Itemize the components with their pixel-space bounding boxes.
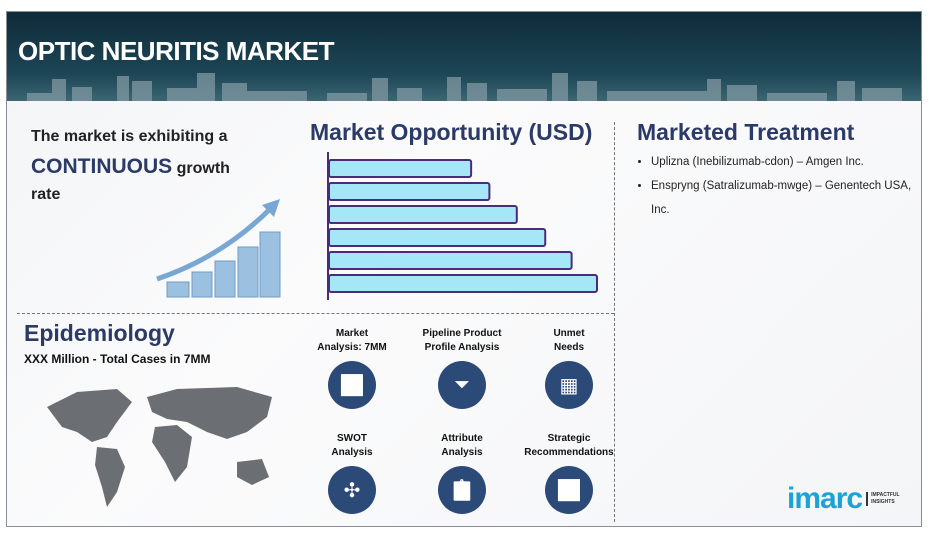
growth-chart-icon: [156, 199, 281, 298]
bar: [328, 182, 491, 201]
logo-text: imarc: [787, 482, 863, 515]
analysis-label: Attribute Analysis: [441, 433, 483, 458]
divider-horizontal: [17, 313, 614, 314]
analysis-label: Strategic Recommendations: [524, 433, 614, 458]
bar: [328, 251, 573, 270]
imarc-logo: imarc IMPACTFUL INSIGHTS: [787, 482, 900, 516]
bar: [328, 228, 547, 247]
growth-line2: growth: [172, 160, 230, 177]
swot-icon: ✣: [328, 466, 376, 514]
bar: [328, 274, 598, 293]
header-banner: OPTIC NEURITIS MARKET: [7, 12, 921, 101]
page-title: OPTIC NEURITIS MARKET: [18, 36, 334, 66]
treatment-title: Marketed Treatment: [637, 119, 855, 145]
epidemiology-subtitle: XXX Million - Total Cases in 7MM: [24, 352, 211, 366]
divider-vertical: [614, 122, 615, 522]
opportunity-title: Market Opportunity (USD): [310, 119, 593, 145]
skyline-graphic: [27, 73, 902, 101]
growth-line1: The market is exhibiting a: [31, 128, 228, 145]
analysis-label: Market Analysis: 7MM: [317, 328, 387, 353]
growth-icon: 📊: [545, 466, 593, 514]
growth-statement: The market is exhibiting a CONTINUOUS gr…: [31, 122, 230, 206]
analysis-label: SWOT Analysis: [331, 433, 373, 458]
chart-icon: 📈: [328, 361, 376, 409]
analysis-label: Unmet Needs: [553, 328, 585, 353]
bar: [328, 205, 518, 224]
epidemiology-title: Epidemiology: [24, 320, 175, 346]
analysis-label: Pipeline Product Profile Analysis: [422, 328, 502, 353]
growth-line3: rate: [31, 186, 61, 203]
logo-tagline: IMPACTFUL INSIGHTS: [866, 492, 900, 506]
growth-emphasis: CONTINUOUS: [31, 155, 173, 178]
clipboard-icon: 📋: [438, 466, 486, 514]
opportunity-bar-chart: [327, 152, 598, 300]
infographic: OPTIC NEURITIS MARKET The market is exhi…: [6, 11, 922, 527]
treatment-list: Uplizna (Inebilizumab-cdon) – Amgen Inc.…: [637, 150, 921, 222]
bar: [328, 159, 473, 178]
funnel-icon: ⏷: [438, 361, 486, 409]
treatment-item: Enspryng (Satralizumab-mwge) – Genentech…: [651, 174, 921, 222]
treatment-item: Uplizna (Inebilizumab-cdon) – Amgen Inc.: [651, 150, 921, 174]
maze-icon: ▦: [545, 361, 593, 409]
world-map-icon: [47, 387, 272, 507]
